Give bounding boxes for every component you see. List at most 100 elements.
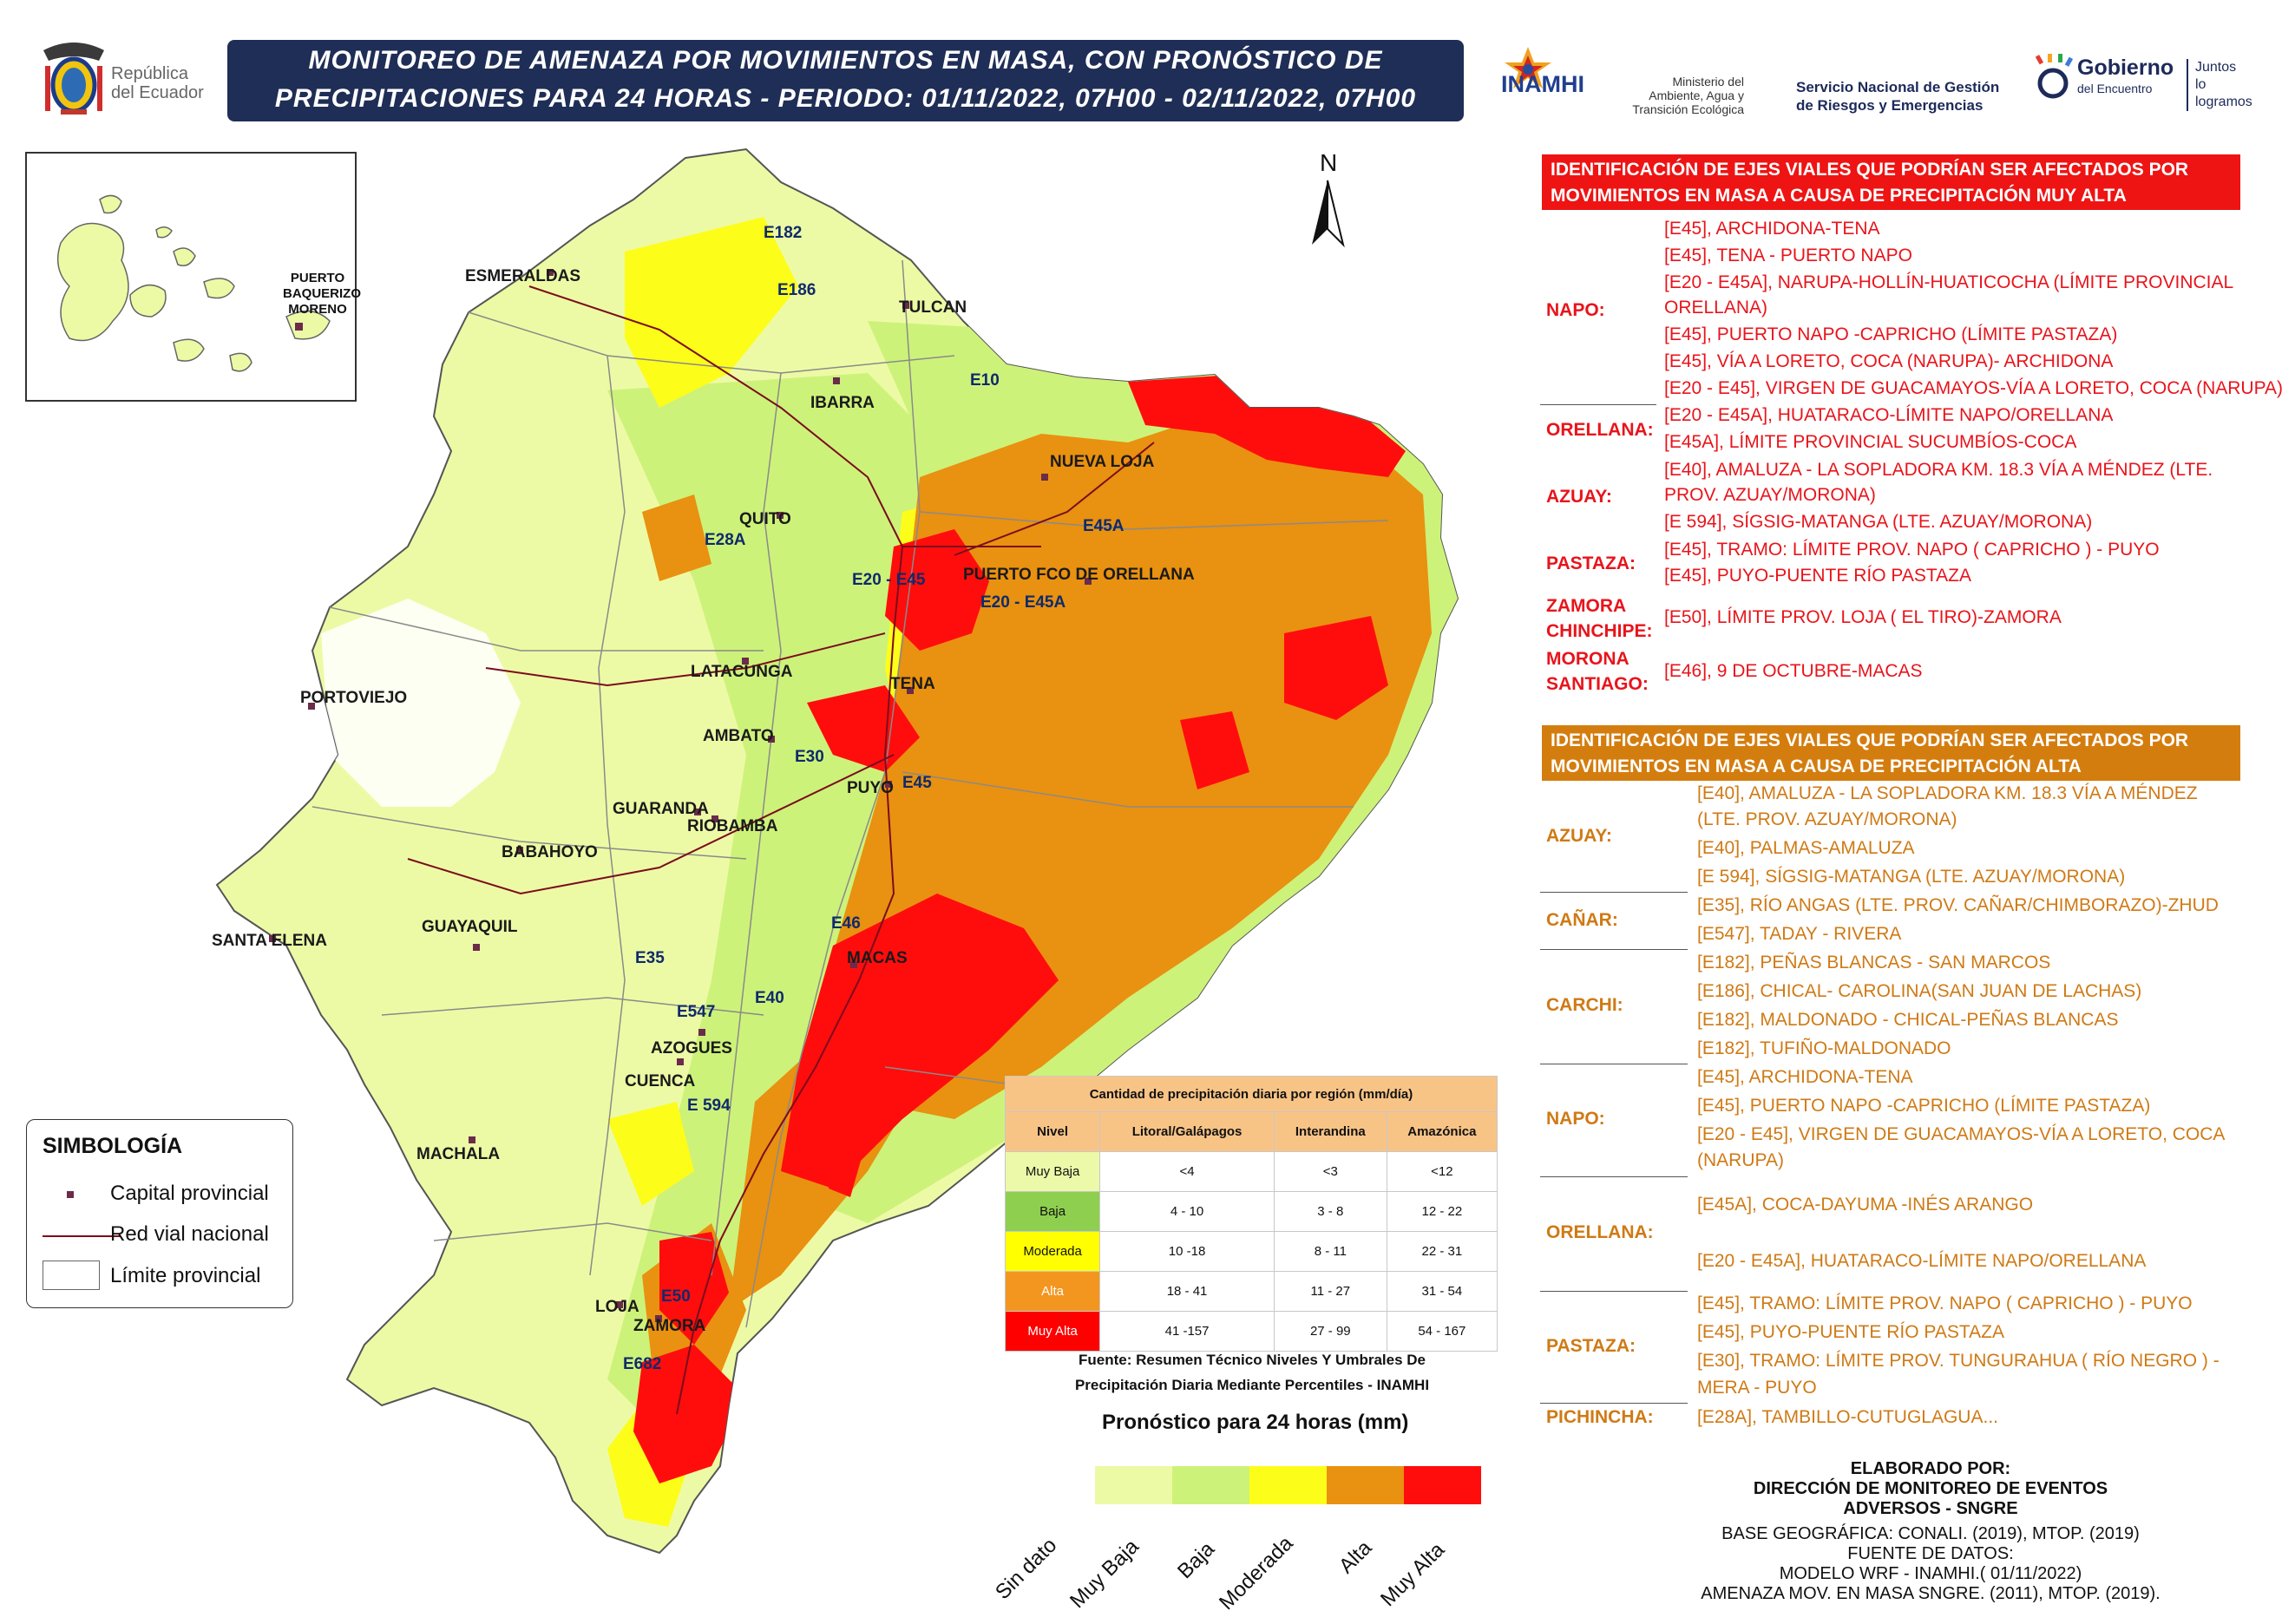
juntos-line2: lo logramos [2195, 77, 2252, 109]
road-item: [E45], PUERTO NAPO -CAPRICHO (LÍMITE PAS… [1664, 324, 2118, 344]
city-label: LOJA [595, 1298, 639, 1316]
road-item: [E182], TUFIÑO-MALDONADO [1697, 1038, 1951, 1058]
road-label: E35 [635, 949, 665, 967]
logo-republica: República del Ecuador [35, 35, 208, 121]
road-item: [E20 - E45], VIRGEN DE GUACAMAYOS-VÍA A … [1697, 1124, 2226, 1144]
road-item: [E186], CHICAL- CAROLINA(SAN JUAN DE LAC… [1697, 981, 2142, 1001]
precipitation-table: Cantidad de precipitación diaria por reg… [1004, 1076, 1498, 1352]
gobierno-line2: del Encuentro [2077, 82, 2153, 95]
level-cell: Alta [1004, 1271, 1101, 1312]
sngre-line1: Servicio Nacional de Gestión [1796, 79, 2000, 95]
credits-line1: ELABORADO POR: [1850, 1459, 2011, 1478]
road-label: E186 [777, 281, 816, 299]
province-canar: CAÑAR: [1546, 910, 1618, 930]
road-item: [E45], PUYO-PUENTE RÍO PASTAZA [1664, 566, 1971, 586]
city-label: BABAHOYO [502, 843, 598, 861]
province-pichincha: PICHINCHA: [1546, 1407, 1654, 1427]
ministerio-line3: Transición Ecológica [1632, 102, 1744, 116]
road-item: [E45], TRAMO: LÍMITE PROV. NAPO ( CAPRIC… [1697, 1293, 2193, 1313]
province-napo: NAPO: [1546, 1109, 1605, 1129]
table-cell: 3 - 8 [1273, 1191, 1387, 1232]
table-header: Litoral/Galápagos [1099, 1111, 1275, 1152]
province-carchi: CARCHI: [1546, 995, 1623, 1015]
road-item: [E 594], SÍGSIG-MATANGA (LTE. AZUAY/MORO… [1664, 512, 2093, 532]
road-item: [E 594], SÍGSIG-MATANGA (LTE. AZUAY/MORO… [1697, 867, 2126, 887]
road-item: [E40], AMALUZA - LA SOPLADORA KM. 18.3 V… [1697, 783, 2198, 803]
zamora-line2: CHINCHIPE: [1546, 621, 1653, 641]
table-cell: 8 - 11 [1273, 1231, 1387, 1272]
banner-alta-line2: MOVIMIENTOS EN MASA A CAUSA DE PRECIPITA… [1551, 756, 2082, 776]
title-line1: MONITOREO DE AMENAZA POR MOVIMIENTOS EN … [308, 46, 1383, 75]
republica-line1: República [111, 64, 188, 83]
logo-sngre: Servicio Nacional de Gestión de Riesgos … [1796, 78, 1999, 115]
symbology-road: Red vial nacional [110, 1222, 269, 1246]
table-header: Amazónica [1386, 1111, 1498, 1152]
juntos-line1: Juntos [2195, 60, 2237, 75]
capital-marker-icon [67, 1191, 74, 1198]
province-azuay: AZUAY: [1546, 487, 1612, 507]
road-item: (LTE. PROV. AZUAY/MORONA) [1697, 809, 1957, 829]
road-item: [E182], MALDONADO - CHICAL-PEÑAS BLANCAS [1697, 1010, 2119, 1030]
table-cell: 41 -157 [1099, 1311, 1275, 1352]
city-label: MACAS [847, 949, 908, 967]
table-cell: 4 - 10 [1099, 1191, 1275, 1232]
legend-swatch-muy-alta [1404, 1466, 1481, 1504]
divider [1540, 1176, 1688, 1177]
page-title: MONITOREO DE AMENAZA POR MOVIMIENTOS EN … [227, 40, 1464, 121]
road-item: [E547], TADAY - RIVERA [1697, 924, 1902, 944]
level-cell: Muy Baja [1004, 1151, 1101, 1192]
banner-alta-line1: IDENTIFICACIÓN DE EJES VIALES QUE PODRÍA… [1551, 730, 2189, 750]
symbology-boundary: Límite provincial [110, 1264, 261, 1287]
table-cell: 10 -18 [1099, 1231, 1275, 1272]
north-label: N [1320, 149, 1338, 176]
national-roads [407, 285, 1155, 1415]
ministerio-line1: Ministerio del [1672, 75, 1744, 88]
ministerio-line2: Ambiente, Agua y [1649, 88, 1744, 102]
table-cell: 54 - 167 [1386, 1311, 1498, 1352]
table-source: Fuente: Resumen Técnico Niveles Y Umbral… [1007, 1347, 1498, 1398]
level-cell: Baja [1004, 1191, 1101, 1232]
republica-line2: del Ecuador [111, 83, 204, 102]
table-title: Cantidad de precipitación diaria por reg… [1005, 1076, 1498, 1112]
logo-gobierno: Gobierno del Encuentro Juntos lo logramo… [2027, 50, 2252, 120]
road-item: [E45], ARCHIDONA-TENA [1697, 1067, 1913, 1087]
symbology-capital: Capital provincial [110, 1182, 269, 1205]
level-cell: Muy Alta [1004, 1311, 1101, 1352]
road-item: [E45A], COCA-DAYUMA -INÉS ARANGO [1697, 1195, 2034, 1215]
road-item: [E40], AMALUZA - LA SOPLADORA KM. 18.3 V… [1664, 460, 2213, 480]
inamhi-text: INAMHI [1501, 71, 1584, 97]
road-item: [E20 - E45A], HUATARACO-LÍMITE NAPO/OREL… [1697, 1251, 2147, 1271]
road-item: [E45], TRAMO: LÍMITE PROV. NAPO ( CAPRIC… [1664, 540, 2160, 560]
table-cell: 18 - 41 [1099, 1271, 1275, 1312]
inset-capital-marker [295, 323, 303, 331]
table-cell: 27 - 99 [1273, 1311, 1387, 1352]
credits-line4: BASE GEOGRÁFICA: CONALI. (2019), MTOP. (… [1721, 1524, 2140, 1543]
road-item: [E20 - E45A], HUATARACO-LÍMITE NAPO/OREL… [1664, 405, 2114, 425]
city-label: PUERTO FCO DE ORELLANA [963, 566, 1195, 584]
city-label: CUENCA [625, 1072, 696, 1090]
table-header: Interandina [1273, 1111, 1387, 1152]
table-row: Baja 4 - 10 3 - 8 12 - 22 [1004, 1191, 1498, 1232]
symbology-title: SIMBOLOGÍA [43, 1134, 183, 1158]
road-line-icon [43, 1235, 121, 1237]
road-label: E20 - E45A [980, 593, 1066, 612]
title-line2: PRECIPITACIONES PARA 24 HORAS - PERIODO:… [274, 84, 1417, 113]
road-item: [E182], PEÑAS BLANCAS - SAN MARCOS [1697, 953, 2051, 972]
road-item: [E20 - E45], VIRGEN DE GUACAMAYOS-VÍA A … [1664, 378, 2284, 398]
road-item: [E45], PUERTO NAPO -CAPRICHO (LÍMITE PAS… [1697, 1096, 2151, 1116]
province-pastaza: PASTAZA: [1546, 1336, 1636, 1356]
road-item: [E35], RÍO ANGAS (LTE. PROV. CAÑAR/CHIMB… [1697, 895, 2219, 915]
banner-alta: IDENTIFICACIÓN DE EJES VIALES QUE PODRÍA… [1542, 725, 2240, 781]
city-label: TULCAN [899, 298, 967, 317]
city-label: AZOGUES [651, 1039, 732, 1058]
road-item: [E28A], TAMBILLO-CUTUGLAGUA... [1697, 1407, 1998, 1427]
table-header: Nivel [1004, 1111, 1101, 1152]
city-label: MACHALA [416, 1145, 501, 1163]
province-morona: MORONA SANTIAGO: [1546, 646, 1649, 697]
city-label: PUYO [847, 779, 894, 797]
road-label: E40 [755, 989, 784, 1007]
road-item: [E20 - E45A], NARUPA-HOLLÍN-HUATICOCHA (… [1664, 272, 2234, 292]
table-cell: <3 [1273, 1151, 1387, 1192]
inset-city-label: PUERTO BAQUERIZO MORENO [283, 271, 361, 318]
table-row: Muy Baja <4 <3 <12 [1004, 1151, 1498, 1192]
